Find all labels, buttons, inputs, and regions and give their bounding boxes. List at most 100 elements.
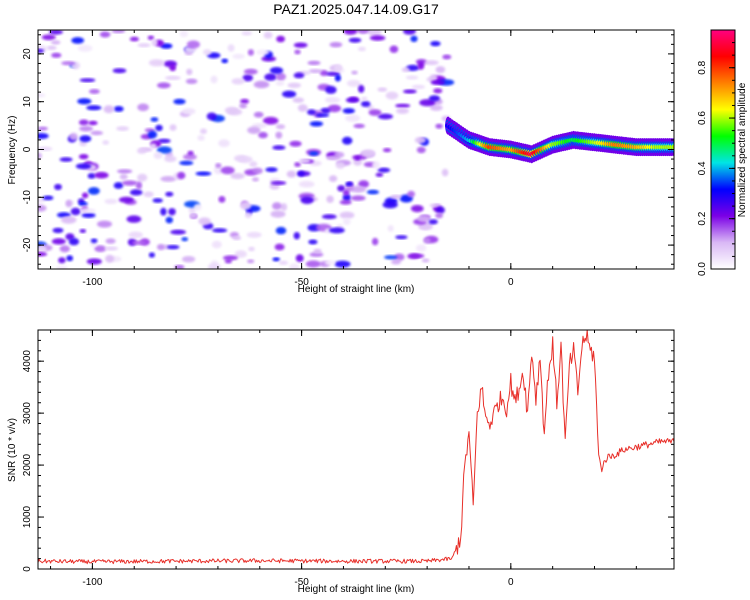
heatmap-cell: [189, 213, 198, 219]
heatmap-cell: [394, 253, 405, 261]
colorbar-tick-label: 0.4: [697, 161, 708, 175]
heatmap-cell: [103, 105, 115, 114]
heatmap-cell: [97, 220, 112, 228]
heatmap-cell: [51, 238, 66, 245]
heatmap-cell: [275, 226, 287, 235]
heatmap-cell: [371, 237, 379, 246]
heatmap-cell: [137, 173, 148, 182]
heatmap-cell: [126, 215, 142, 223]
heatmap-cell: [308, 239, 318, 245]
y-tick-label: 3000: [22, 402, 33, 425]
heatmap-cell: [135, 181, 143, 190]
heatmap-cell: [294, 49, 301, 55]
heatmap-cell: [253, 80, 270, 89]
heatmap-cell: [147, 130, 158, 139]
heatmap-cell: [129, 189, 143, 196]
heatmap-cell: [56, 265, 68, 269]
heatmap-cell: [435, 212, 443, 219]
heatmap-cell: [423, 237, 431, 244]
heatmap-cell: [416, 146, 426, 154]
heatmap-cell: [177, 171, 186, 180]
heatmap-cell: [168, 208, 176, 216]
heatmap-cell: [244, 212, 252, 219]
heatmap-cell: [403, 30, 416, 35]
heatmap-cell: [275, 72, 286, 81]
heatmap-cell: [131, 240, 147, 245]
heatmap-cell: [343, 30, 358, 35]
heatmap-cell: [218, 196, 226, 203]
heatmap-cell: [428, 95, 440, 102]
heatmap-cell: [230, 173, 245, 180]
x-tick-label: -50: [294, 277, 309, 288]
heatmap-cell: [289, 140, 302, 147]
heatmap-cell: [94, 245, 106, 252]
heatmap-cell: [165, 75, 181, 80]
heatmap-cell: [152, 198, 163, 203]
heatmap-cell: [148, 59, 164, 67]
heatmap-cell: [354, 155, 361, 161]
heatmap-cell: [309, 151, 319, 156]
heatmap-cell: [342, 193, 351, 202]
heatmap-cell: [181, 237, 189, 242]
heatmap-cell: [105, 238, 116, 244]
heatmap-cell: [401, 67, 410, 72]
heatmap-cell: [170, 229, 187, 235]
heatmap-cell: [169, 64, 177, 72]
heatmap-cell: [157, 82, 171, 89]
heatmap-cell: [69, 132, 78, 141]
heatmap-cell: [307, 60, 321, 66]
heatmap-cell: [79, 125, 93, 132]
heatmap-cell: [345, 181, 353, 187]
heatmap-cell: [179, 30, 189, 38]
heatmap-ridge-cell: [671, 144, 674, 150]
spectrogram-xlabel: Height of straight line (km): [298, 284, 415, 295]
heatmap-cell: [356, 30, 371, 34]
heatmap-cell: [430, 80, 445, 85]
x-tick-label: -50: [294, 577, 309, 588]
heatmap-cell: [38, 93, 46, 98]
heatmap-cell: [182, 108, 196, 115]
heatmap-cell: [89, 89, 100, 94]
heatmap-cell: [387, 225, 394, 232]
heatmap-cell: [435, 123, 443, 129]
y-tick-label: 0: [22, 146, 33, 152]
heatmap-cell: [86, 105, 102, 111]
heatmap-cell: [278, 260, 289, 265]
heatmap-cell: [185, 78, 198, 85]
y-tick-label: 2000: [22, 454, 33, 477]
figure-title: PAZ1.2025.047.14.09.G17: [273, 1, 439, 17]
heatmap-cell: [287, 82, 302, 89]
heatmap-cell: [79, 140, 87, 147]
heatmap-cell: [136, 147, 147, 154]
heatmap-cell: [345, 114, 361, 122]
heatmap-cell: [186, 40, 200, 49]
heatmap-cell: [60, 216, 77, 224]
heatmap-cell: [166, 245, 180, 250]
heatmap-cell: [384, 255, 398, 260]
heatmap-cell: [252, 177, 259, 182]
snr-xlabel: Height of straight line (km): [298, 584, 415, 595]
heatmap-cell: [441, 168, 449, 177]
heatmap-cell: [220, 166, 235, 175]
heatmap-cell: [357, 46, 366, 52]
heatmap-cell: [102, 140, 110, 145]
heatmap-cell: [321, 214, 337, 220]
heatmap-cell: [242, 74, 254, 82]
heatmap-cell: [360, 101, 371, 107]
heatmap-cell: [418, 223, 434, 231]
heatmap-cell: [218, 139, 230, 148]
heatmap-cell: [395, 235, 408, 240]
heatmap-cell: [86, 258, 102, 265]
heatmap-cell: [234, 250, 247, 258]
heatmap-cell: [334, 74, 341, 82]
heatmap-cell: [38, 48, 45, 53]
snr-panel: -100 -50 0 0 1000 2000 3000 4000 Height of str…: [7, 329, 675, 595]
heatmap-cell: [71, 37, 85, 44]
heatmap-cell: [38, 198, 46, 203]
heatmap-cell: [164, 155, 177, 163]
heatmap-cell: [137, 43, 151, 48]
heatmap-cell: [256, 49, 270, 56]
heatmap-cell: [193, 203, 202, 211]
heatmap-cell: [156, 146, 172, 154]
heatmap-cell: [78, 154, 89, 160]
